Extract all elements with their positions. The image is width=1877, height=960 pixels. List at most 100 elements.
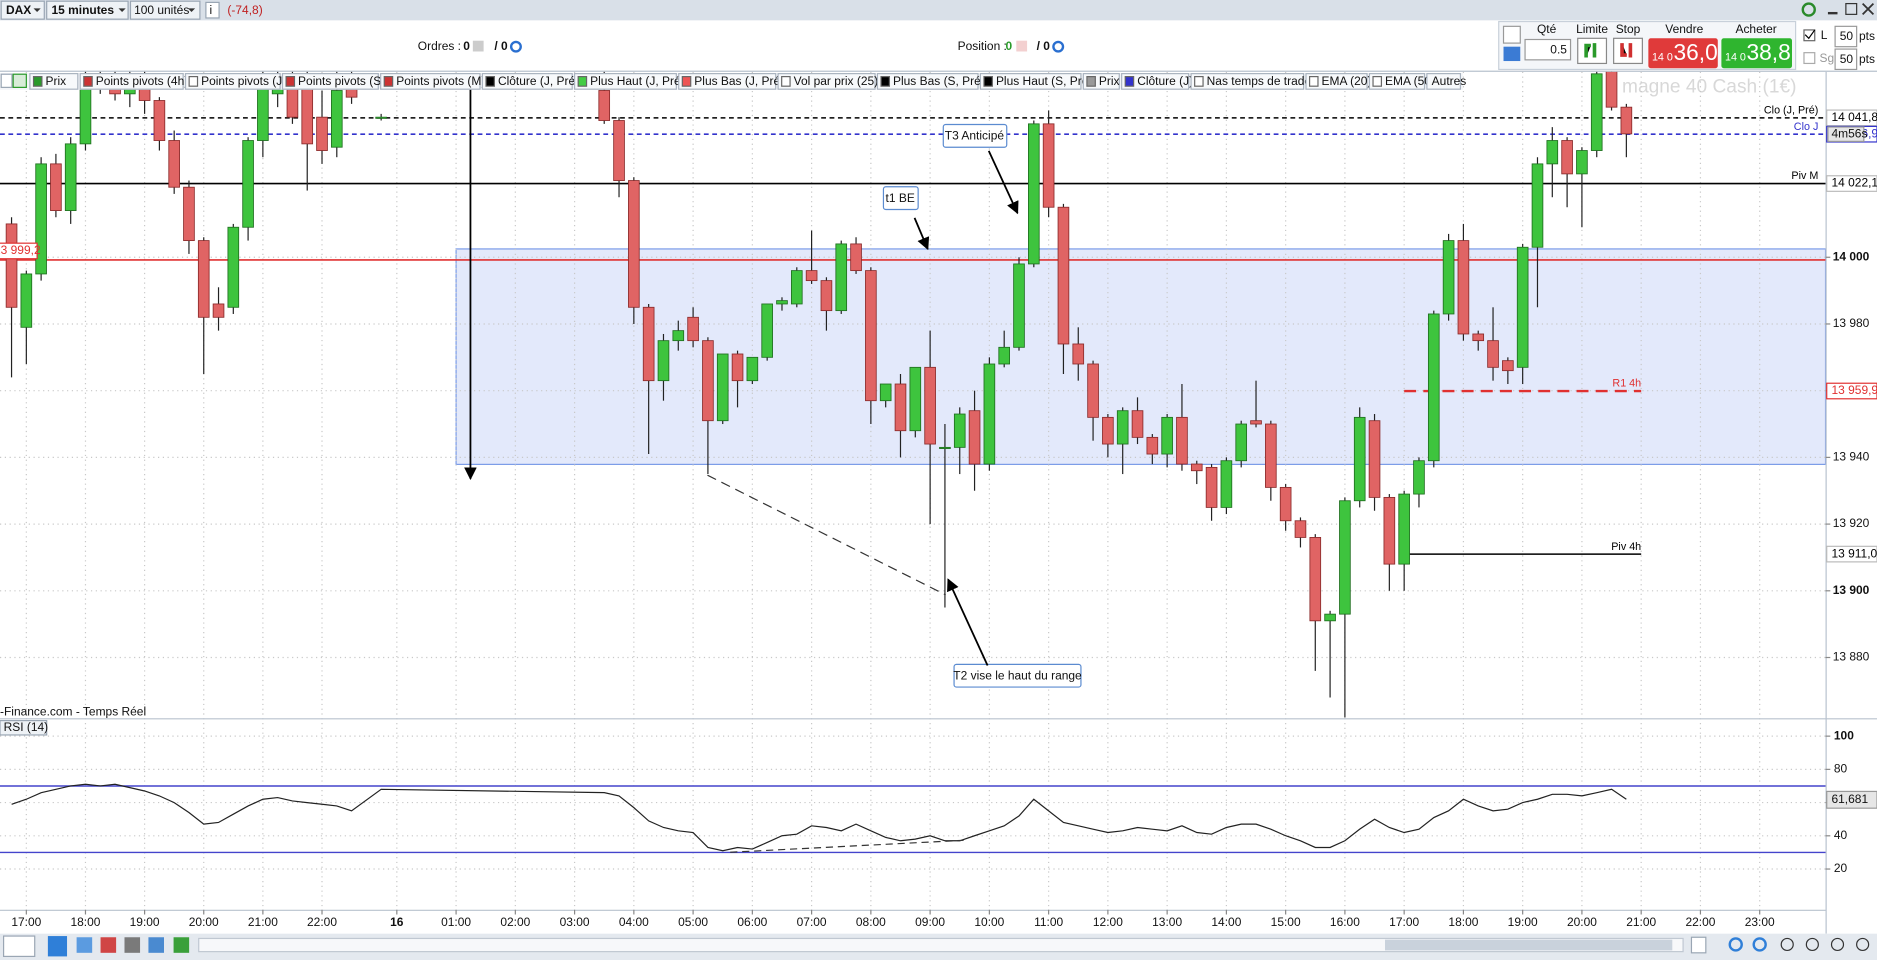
indicator-tab[interactable]: [876, 73, 979, 90]
zoom-reset-button[interactable]: [1856, 937, 1870, 952]
indicator-tab[interactable]: [184, 73, 281, 90]
qty-input[interactable]: [1524, 38, 1572, 61]
bottom-tools: [2, 935, 1870, 958]
tool-button[interactable]: [100, 937, 117, 953]
l-pts-input[interactable]: [1834, 25, 1858, 48]
annotation-text: T3 Anticipé: [945, 129, 1005, 143]
tab-checkbox[interactable]: [485, 76, 495, 87]
candle-body: [939, 446, 951, 449]
undo-button[interactable]: [1728, 937, 1743, 952]
rsi-tab[interactable]: [0, 720, 48, 736]
indicator-tab[interactable]: [1426, 73, 1462, 90]
tab-checkbox[interactable]: [1124, 76, 1135, 87]
tab-checkbox[interactable]: [383, 76, 394, 87]
info-icon[interactable]: [205, 1, 220, 19]
tool-button[interactable]: [173, 937, 190, 953]
orders-icon[interactable]: [472, 40, 484, 52]
tab-label: Autres: [1432, 74, 1467, 88]
refresh-button[interactable]: [1801, 2, 1816, 17]
l-checkbox[interactable]: [1803, 29, 1816, 42]
orders-settings[interactable]: [509, 40, 522, 53]
tab-icon[interactable]: [0, 73, 13, 88]
edit-icon[interactable]: [1502, 25, 1521, 44]
candle-body: [1324, 613, 1336, 622]
indicator-tab[interactable]: [1190, 73, 1305, 90]
candle-body: [1087, 363, 1099, 418]
countdown: 4m56s: [1832, 126, 1868, 140]
keyboard-icon[interactable]: [1503, 46, 1521, 62]
indicator-tab[interactable]: [79, 73, 184, 90]
tab-checkbox[interactable]: [1086, 76, 1096, 87]
tab-icon[interactable]: [12, 73, 27, 88]
dropdown-arrow: [33, 8, 41, 12]
candle-body: [1116, 410, 1129, 445]
indicator-tab[interactable]: [1305, 73, 1368, 90]
indicator-tab[interactable]: [1121, 73, 1190, 90]
candle-body: [628, 180, 640, 308]
zoom-in-button[interactable]: [1830, 937, 1845, 952]
y-tick-label: 80: [1834, 762, 1848, 776]
indicator-tab[interactable]: [1368, 73, 1426, 90]
tab-checkbox[interactable]: [781, 76, 791, 87]
timeframe-select[interactable]: [46, 0, 129, 20]
level-name: Piv M: [1791, 170, 1818, 182]
x-tick-label: 20:00: [189, 915, 219, 929]
minimize-button[interactable]: [1827, 11, 1838, 15]
candle-body: [1383, 496, 1396, 565]
indicator-tab[interactable]: [678, 73, 777, 90]
close-button[interactable]: [1862, 2, 1875, 15]
tab-checkbox[interactable]: [188, 76, 199, 87]
tab-checkbox[interactable]: [1194, 76, 1204, 87]
tab-checkbox[interactable]: [285, 76, 296, 87]
scrollbar[interactable]: [198, 937, 1684, 953]
tool-button[interactable]: [124, 937, 141, 953]
scroll-button[interactable]: [1690, 936, 1707, 954]
tab-checkbox[interactable]: [880, 76, 891, 87]
indicator-tab[interactable]: [573, 73, 677, 90]
buy-button[interactable]: [1721, 38, 1793, 69]
x-tick-label: 03:00: [560, 915, 590, 929]
tab-checkbox[interactable]: [983, 76, 993, 87]
position-icon[interactable]: [1016, 40, 1028, 52]
tab-checkbox[interactable]: [32, 76, 43, 87]
limit-button[interactable]: [1577, 37, 1608, 65]
zoom-out-button[interactable]: [1805, 937, 1819, 952]
tab-checkbox[interactable]: [1372, 76, 1383, 87]
info-i: i: [209, 3, 212, 17]
indicator-tab[interactable]: [380, 73, 481, 90]
tab-checkbox[interactable]: [681, 76, 692, 87]
stop-button[interactable]: [1613, 37, 1643, 65]
tab-label: Plus Haut (J, Pré): [590, 74, 684, 88]
chart-type-button[interactable]: [2, 935, 36, 958]
indicator-tab[interactable]: [481, 73, 573, 90]
candle-body: [598, 90, 611, 121]
position-settings[interactable]: [1052, 40, 1065, 53]
sell-button[interactable]: [1648, 38, 1718, 69]
tab-label: EMA (20): [1322, 74, 1372, 88]
tab-label: Plus Bas (J, Pré): [694, 74, 784, 88]
scroll-thumb[interactable]: [1385, 939, 1673, 951]
level-name: Piv 4h: [1611, 541, 1641, 553]
sg-pts-input[interactable]: [1834, 48, 1858, 71]
x-tick-label: 16: [390, 915, 404, 929]
x-tick-label: 11:00: [1034, 915, 1063, 929]
tab-checkbox[interactable]: [1308, 76, 1319, 87]
tool-button[interactable]: [76, 937, 93, 953]
tool-button[interactable]: [148, 937, 164, 953]
redo-button[interactable]: [1752, 937, 1767, 952]
level-value-box: [1826, 175, 1877, 192]
instrument-select[interactable]: [0, 0, 45, 20]
tab-checkbox[interactable]: [577, 76, 588, 87]
share-button[interactable]: [47, 936, 68, 957]
quantity-select[interactable]: [129, 0, 201, 20]
indicator-tab[interactable]: [281, 73, 379, 90]
tab-label: Points pivots (M): [396, 74, 485, 88]
maximize-button[interactable]: [1845, 2, 1858, 15]
indicator-tab[interactable]: [979, 73, 1082, 90]
annotation-arrow: [987, 150, 1019, 215]
zoom-button[interactable]: [1780, 937, 1794, 952]
annotation-arrow: [913, 217, 930, 251]
tab-checkbox[interactable]: [83, 76, 93, 87]
sg-checkbox[interactable]: [1803, 52, 1816, 65]
indicator-tab[interactable]: [777, 73, 876, 90]
